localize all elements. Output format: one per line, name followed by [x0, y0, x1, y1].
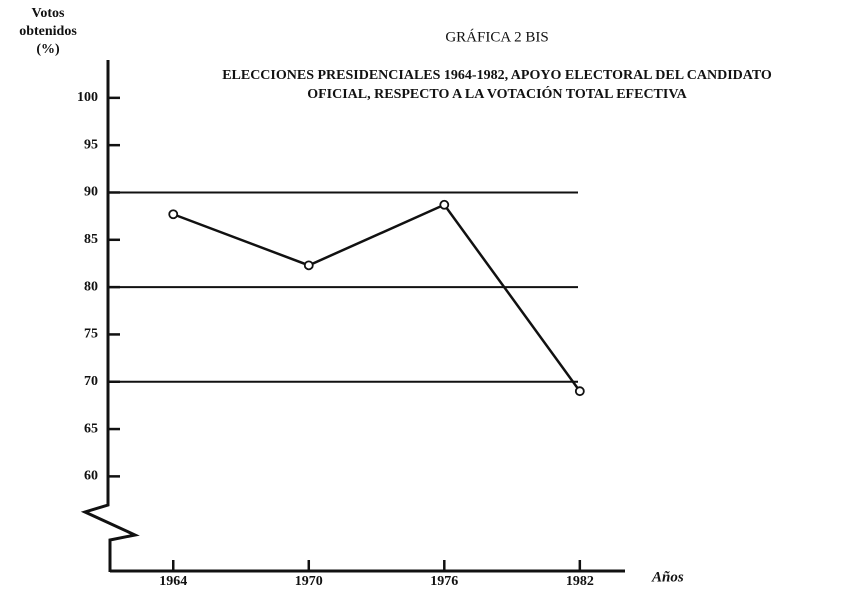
- y-axis-label: Votos: [32, 6, 65, 21]
- y-tick-label: 65: [84, 421, 98, 436]
- point: [574, 386, 585, 397]
- x-tick-label: 1976: [430, 574, 458, 589]
- y-tick-label: 90: [84, 185, 98, 200]
- x-tick-label: 1982: [566, 574, 594, 589]
- point: [439, 199, 450, 210]
- point: [168, 209, 179, 220]
- line: [172, 203, 581, 392]
- x-tick-label: 1970: [295, 574, 323, 589]
- y-tick-label: 85: [84, 232, 98, 247]
- chart-subtitle: OFICIAL, RESPECTO A LA VOTACIÓN TOTAL EF…: [307, 85, 687, 102]
- y-tick-label: 95: [84, 137, 98, 152]
- y-tick-label: 60: [84, 469, 98, 484]
- x-tick-label: 1964: [159, 574, 187, 589]
- y-axis-label: (%): [36, 42, 60, 57]
- chart-subtitle: ELECCIONES PRESIDENCIALES 1964-1982, APO…: [222, 68, 772, 83]
- y-tick-label: 100: [77, 90, 98, 105]
- x-axis-label: Años: [651, 569, 684, 585]
- y-tick-label: 75: [84, 327, 98, 342]
- chart-title: GRÁFICA 2 BIS: [445, 28, 548, 45]
- point: [303, 260, 314, 271]
- y-axis: [80, 60, 140, 572]
- y-tick-label: 70: [84, 374, 98, 389]
- y-tick-label: 80: [84, 279, 98, 294]
- y-axis-label: obtenidos: [19, 24, 77, 39]
